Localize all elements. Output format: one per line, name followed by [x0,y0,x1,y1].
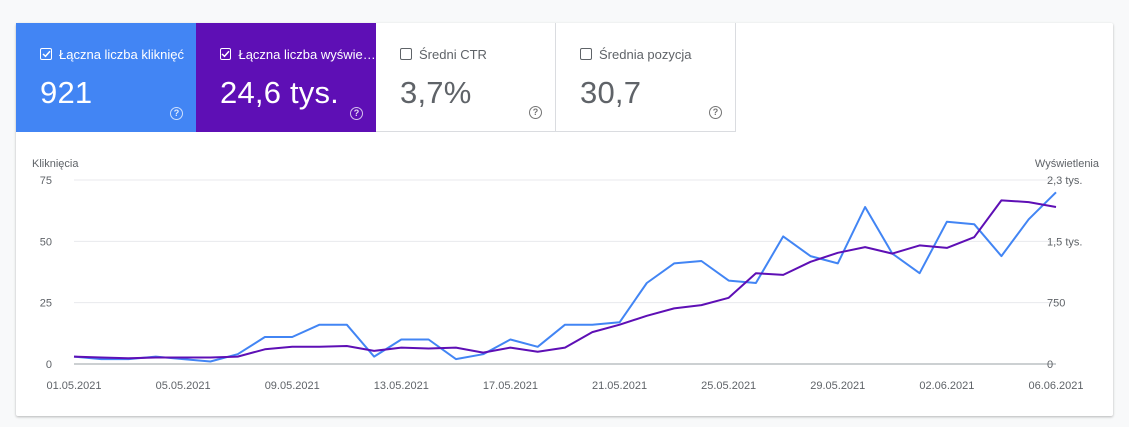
series-line-impressions [73,199,1057,360]
left-axis-title: Kliknięcia [32,158,79,170]
x-tick-label: 02.06.2021 [919,380,974,392]
right-axis-title: Wyświetlenia [1035,158,1100,170]
x-tick-label: 21.05.2021 [592,380,647,392]
metric-value: 30,7 [580,75,642,110]
right-tick-label: 1,5 tys. [1047,236,1082,248]
left-tick-label: 75 [40,175,52,187]
x-tick-label: 05.05.2021 [156,380,211,392]
x-tick-label: 25.05.2021 [701,380,756,392]
checkbox-checked-icon[interactable] [40,48,52,60]
metric-value: 921 [40,75,93,110]
right-tick-label: 2,3 tys. [1047,175,1082,187]
question-circle-icon[interactable]: ? [350,107,363,120]
metric-tile-position[interactable]: Średnia pozycja 30,7 ? [556,23,736,132]
checkbox-checked-icon[interactable] [220,48,232,60]
x-tick-label: 29.05.2021 [810,380,865,392]
left-tick-label: 25 [40,298,52,310]
series-line-clicks [73,191,1057,363]
x-tick-label: 06.06.2021 [1028,380,1083,392]
x-tick-label: 01.05.2021 [46,380,101,392]
x-tick-label: 09.05.2021 [265,380,320,392]
right-tick-label: 0 [1047,359,1053,371]
metric-tile-ctr[interactable]: Średni CTR 3,7% ? [376,23,556,132]
checkbox-unchecked-icon[interactable] [580,48,592,60]
metric-tile-clicks[interactable]: Łączna liczba kliknięć 921 ? [16,23,196,132]
metric-value: 3,7% [400,75,472,110]
question-circle-icon[interactable]: ? [170,107,183,120]
right-tick-label: 750 [1047,298,1065,310]
metric-tiles: Łączna liczba kliknięć 921 ? Łączna licz… [16,23,736,132]
left-tick-label: 0 [46,359,52,371]
question-circle-icon[interactable]: ? [709,106,722,119]
left-tick-label: 50 [40,236,52,248]
metric-tile-impressions[interactable]: Łączna liczba wyświetleń 24,6 tys. ? [196,23,376,132]
performance-card: Łączna liczba kliknięć 921 ? Łączna licz… [16,23,1113,416]
question-circle-icon[interactable]: ? [529,106,542,119]
x-tick-label: 17.05.2021 [483,380,538,392]
checkbox-unchecked-icon[interactable] [400,48,412,60]
metric-value: 24,6 tys. [220,75,339,110]
x-tick-label: 13.05.2021 [374,380,429,392]
